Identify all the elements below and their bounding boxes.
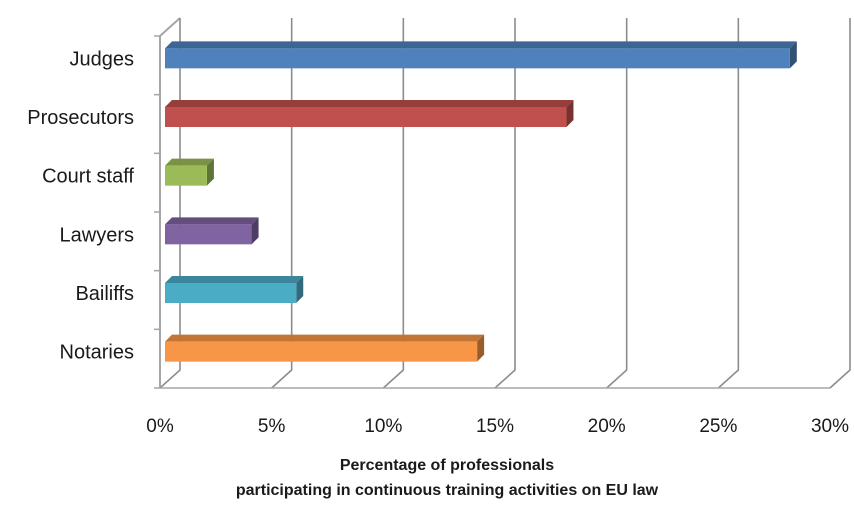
x-axis-title-line-2: participating in continuous training act… [236,482,659,499]
bar-side-face [296,276,304,303]
grid-layer [154,17,851,389]
x-axis-title-line-1: Percentage of professionals [340,457,554,474]
category-label: Judges [70,48,135,70]
category-label: Prosecutors [27,107,134,129]
gridline [717,18,740,389]
bar-front-face [165,107,567,127]
x-tick-label: 5% [258,416,286,437]
bar [165,158,214,186]
bar-side-face [789,41,797,69]
x-tick-label: 25% [699,416,737,437]
gridline [382,18,405,389]
bar-side-face [251,217,259,245]
y-axis-wall [159,17,181,388]
bar [165,334,485,362]
bar-top-face [165,158,214,166]
bar-top-face [165,217,259,225]
gridline [494,18,516,389]
bar-top-face [165,334,485,342]
x-tick-label: 15% [476,416,514,437]
gridline [606,18,628,389]
x-tick-label: 10% [364,416,402,437]
bar-top-face [165,276,304,283]
category-label: Lawyers [60,224,134,246]
gridline [159,18,181,389]
bar [165,217,259,245]
gridline [829,18,851,389]
bar-top-face [165,41,797,49]
bar [165,41,797,69]
x-tick-label: 0% [146,416,174,437]
bar [165,276,304,303]
bar-front-face [165,283,297,303]
label-layer: Judges Prosecutors Court staff Lawyers Baili… [27,48,849,437]
bar-layer [165,41,797,362]
x-tick-label: 20% [588,416,626,437]
x-tick-label: 30% [811,416,849,437]
bar-side-face [206,158,214,186]
bar-top-face [165,100,574,107]
bar-front-face [165,48,790,69]
gridline [271,18,293,389]
category-label: Court staff [42,166,134,188]
category-label: Notaries [60,342,134,364]
category-label: Bailiffs [75,283,134,305]
bar-front-face [165,165,207,186]
bar-front-face [165,341,478,362]
bar-side-face [477,334,485,362]
bar [165,100,574,127]
bar-side-face [566,100,574,127]
bar-front-face [165,224,252,245]
